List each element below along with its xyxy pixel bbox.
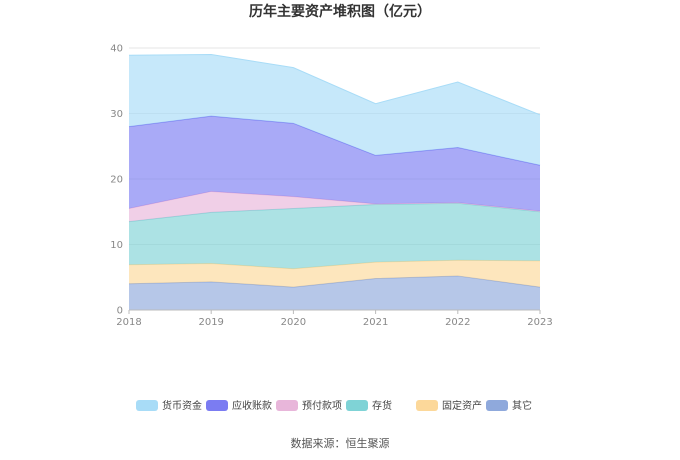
legend-item-预付款项[interactable]: 预付款项: [276, 399, 342, 412]
legend-label: 其它: [512, 399, 532, 412]
legend-swatch: [136, 400, 158, 411]
legend-swatch: [486, 400, 508, 411]
area-series-应收账款[interactable]: [129, 116, 540, 212]
legend-item-存货[interactable]: 存货: [346, 399, 392, 412]
area-series-其它[interactable]: [129, 275, 540, 310]
y-tick-label: 0: [117, 306, 123, 317]
area-series-预付款项[interactable]: [129, 191, 540, 222]
x-tick-label: 2021: [363, 317, 388, 328]
legend-item-应收账款[interactable]: 应收账款: [206, 399, 272, 412]
legend-label: 预付款项: [302, 399, 342, 412]
y-tick-label: 30: [110, 109, 123, 120]
legend-item-其它[interactable]: 其它: [486, 399, 532, 412]
legend-item-固定资产[interactable]: 固定资产: [416, 399, 482, 412]
legend-label: 货币资金: [162, 399, 202, 412]
data-source: 数据来源：恒生聚源: [291, 436, 390, 450]
legend-swatch: [206, 400, 228, 411]
x-tick-label: 2018: [116, 317, 141, 328]
legend-swatch: [416, 400, 438, 411]
x-tick-label: 2019: [198, 317, 223, 328]
y-tick-label: 20: [110, 175, 123, 186]
legend-item-货币资金[interactable]: 货币资金: [136, 399, 202, 412]
legend-swatch: [276, 400, 298, 411]
x-tick-label: 2023: [527, 317, 552, 328]
area-series-固定资产[interactable]: [129, 260, 540, 288]
legend-label: 固定资产: [442, 399, 482, 412]
areas: [128, 54, 541, 310]
legend-label: 应收账款: [232, 399, 272, 412]
y-tick-label: 40: [110, 44, 123, 55]
x-tick-label: 2022: [445, 317, 470, 328]
area-series-存货[interactable]: [129, 203, 540, 269]
x-tick-label: 2020: [281, 317, 306, 328]
legend[interactable]: 货币资金 应收账款 预付款项 存货 固定资产 其它: [136, 399, 532, 412]
area-series-货币资金[interactable]: [129, 54, 540, 166]
axes: 0 10 20 30 40 2018 2019 2020 2021 2022 2023: [110, 44, 552, 329]
y-tick-label: 10: [110, 240, 123, 251]
chart-title: 历年主要资产堆积图（亿元）: [249, 3, 431, 20]
area-edge-货币资金: [128, 54, 541, 116]
legend-label: 存货: [372, 399, 392, 412]
legend-swatch: [346, 400, 368, 411]
